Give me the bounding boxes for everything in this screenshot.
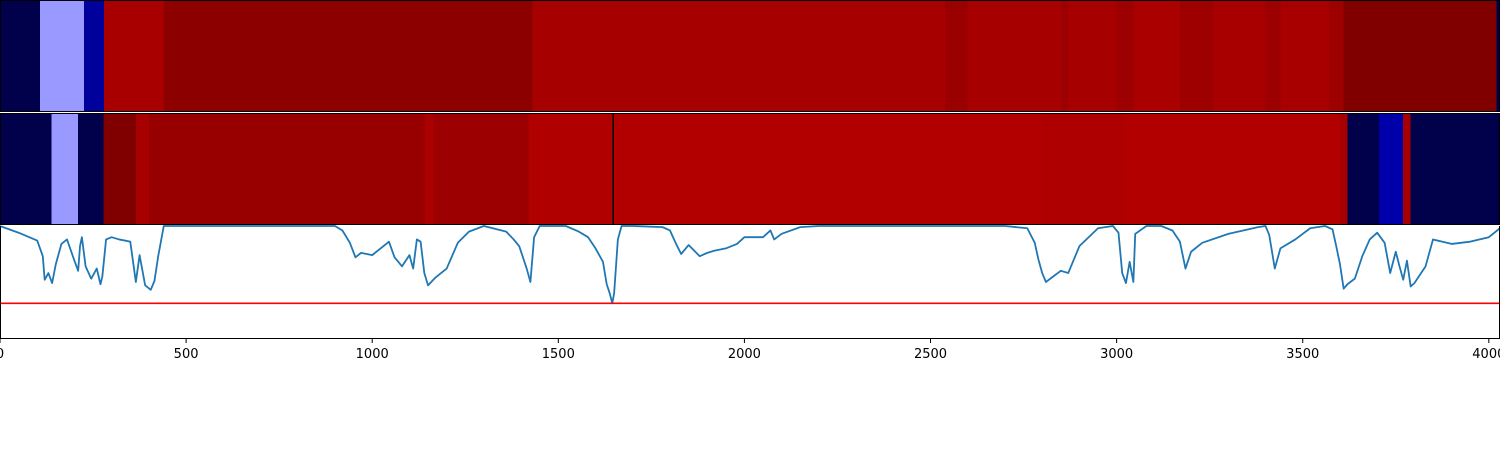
heatmap-segment [528, 113, 613, 225]
heatmap-segment [1379, 113, 1404, 225]
heatmap-strips [0, 0, 1500, 225]
heatmap-segment [148, 113, 425, 225]
heatmap-segment [1347, 113, 1380, 225]
heatmap-segment [51, 113, 79, 225]
x-tick-label: 2000 [728, 347, 761, 362]
heatmap-segment [945, 0, 968, 112]
heatmap-segment [532, 0, 946, 112]
heatmap-segment [1179, 0, 1214, 112]
heatmap-segment [1068, 0, 1117, 112]
heatmap-segment [78, 113, 104, 225]
heatmap-segment [1124, 113, 1340, 225]
heatmap-segment [1339, 113, 1348, 225]
heatmap-segment [135, 113, 149, 225]
heatmap-segment [0, 113, 52, 225]
heatmap-segment [612, 113, 615, 225]
heatmap-segment [1265, 0, 1281, 112]
heatmap-segment [83, 0, 105, 112]
heatmap-segment [433, 113, 529, 225]
heatmap-segment [1060, 0, 1069, 112]
x-axis: 0 500 1000 1500 2000 2500 3000 3500 4000 [0, 338, 1500, 362]
heatmap-segment [0, 0, 41, 112]
heatmap-segment [1403, 113, 1411, 225]
x-tick-label: 500 [174, 347, 199, 362]
heatmap-segment [163, 0, 533, 112]
heatmap-segment [1042, 113, 1125, 225]
heatmap-segment [1343, 0, 1497, 112]
x-tick-label: 0 [0, 347, 4, 362]
heatmap-segment [424, 113, 434, 225]
x-tick-label: 1500 [542, 347, 575, 362]
heatmap-strip-1 [0, 0, 1500, 112]
heatmap-segment [1328, 0, 1344, 112]
heatmap-segment [614, 113, 1043, 225]
heatmap-segment [40, 0, 84, 112]
x-tick-label: 4000 [1472, 347, 1500, 362]
x-tick-label: 3000 [1100, 347, 1133, 362]
heatmap-segment [103, 113, 136, 225]
heatmap-segment [1133, 0, 1180, 112]
heatmap-segment [104, 0, 164, 112]
heatmap-segment [1213, 0, 1266, 112]
x-tick-label: 3500 [1286, 347, 1319, 362]
line-panel [0, 225, 1500, 339]
heatmap-segment [1496, 0, 1500, 112]
heatmap-segment [1116, 0, 1134, 112]
heatmap-strip-2 [0, 113, 1500, 225]
heatmap-segment [1410, 113, 1500, 225]
heatmap-segment [1280, 0, 1329, 112]
x-tick-label: 2500 [914, 347, 947, 362]
x-tick-label: 1000 [356, 347, 389, 362]
heatmap-segment [967, 0, 1061, 112]
similarity-line [0, 225, 1500, 305]
